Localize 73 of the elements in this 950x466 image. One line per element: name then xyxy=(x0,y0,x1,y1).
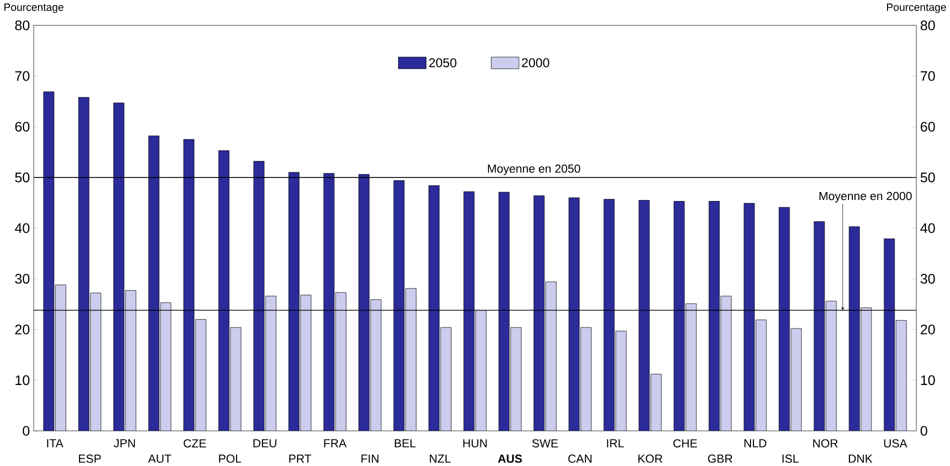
bar xyxy=(546,282,556,431)
x-tick-label: IRL xyxy=(607,439,624,448)
x-tick-label: NLD xyxy=(744,439,766,448)
x-tick-label: BEL xyxy=(394,439,416,448)
y-tick-label: 10 xyxy=(16,375,30,385)
bar xyxy=(196,319,206,431)
ref-line-label: Moyenne en 2050 xyxy=(488,164,580,175)
y-tick-label: 30 xyxy=(15,274,30,284)
bar xyxy=(826,300,836,431)
y-axis-title: Pourcentage xyxy=(4,3,64,13)
x-tick-label: ESP xyxy=(79,454,101,463)
bar xyxy=(580,327,592,431)
bar xyxy=(510,327,522,431)
bar xyxy=(406,288,416,431)
x-tick-label: CZE xyxy=(184,439,206,448)
bar xyxy=(300,294,312,431)
y2-tick-label: 10 xyxy=(921,375,935,385)
x-tick-label: AUT xyxy=(148,454,172,463)
y-tick-label: 0 xyxy=(22,426,30,436)
bar xyxy=(720,296,732,431)
x-tick-label: JPN xyxy=(114,439,135,448)
y2-tick-label: 40 xyxy=(920,223,935,233)
y2-tick-label: 60 xyxy=(920,122,935,132)
y-tick-label: 60 xyxy=(15,122,30,132)
bar xyxy=(230,327,242,431)
bar xyxy=(650,374,662,431)
x-tick-label: FRA xyxy=(324,439,347,448)
legend-label: 2000 xyxy=(522,58,550,68)
bar xyxy=(476,310,486,431)
y2-tick-label: 80 xyxy=(920,20,935,30)
x-tick-label: FIN xyxy=(361,454,378,463)
x-tick-label: AUS xyxy=(498,454,522,463)
x-tick-label: CAN xyxy=(568,454,592,463)
y2-tick-label: 0 xyxy=(920,426,928,436)
y2-tick-label: 70 xyxy=(920,70,935,81)
x-tick-label: HUN xyxy=(463,439,487,448)
x-tick-label: PRT xyxy=(289,454,312,463)
y2-axis-title: Pourcentage xyxy=(887,3,946,13)
bar xyxy=(90,292,101,431)
bar xyxy=(55,284,66,431)
x-tick-label: DNK xyxy=(848,454,872,463)
bar xyxy=(896,320,907,431)
bar xyxy=(686,303,696,431)
bar xyxy=(860,308,872,431)
x-tick-label: NOR xyxy=(813,439,838,448)
bar xyxy=(440,327,452,431)
legend-label: 2050 xyxy=(429,58,456,68)
y-tick-label: 70 xyxy=(15,70,30,81)
x-tick-label: CHE xyxy=(673,439,697,448)
x-tick-label: NZL xyxy=(430,454,451,463)
bar xyxy=(370,299,382,431)
x-tick-label: KOR xyxy=(638,454,662,463)
bar xyxy=(160,302,171,431)
y-tick-label: 20 xyxy=(15,324,30,334)
bar xyxy=(336,292,346,431)
y-tick-label: 50 xyxy=(15,172,30,182)
bar xyxy=(756,320,766,431)
y-tick-label: 80 xyxy=(15,20,30,30)
bar xyxy=(266,296,276,431)
x-tick-label: ITA xyxy=(47,439,64,448)
x-tick-label: SWE xyxy=(532,439,558,448)
y2-tick-label: 30 xyxy=(920,274,935,284)
y2-tick-label: 50 xyxy=(920,172,935,182)
y-tick-label: 40 xyxy=(14,223,30,233)
x-tick-label: USA xyxy=(884,439,908,448)
ref-line-label: Moyenne en 2000 xyxy=(820,192,912,202)
x-tick-label: GBR xyxy=(708,454,732,463)
bar xyxy=(790,328,802,431)
bar xyxy=(616,330,626,431)
x-tick-label: DEU xyxy=(253,439,276,448)
x-tick-label: POL xyxy=(219,454,242,463)
x-tick-label: ISL xyxy=(782,454,799,463)
y2-tick-label: 20 xyxy=(920,324,935,334)
